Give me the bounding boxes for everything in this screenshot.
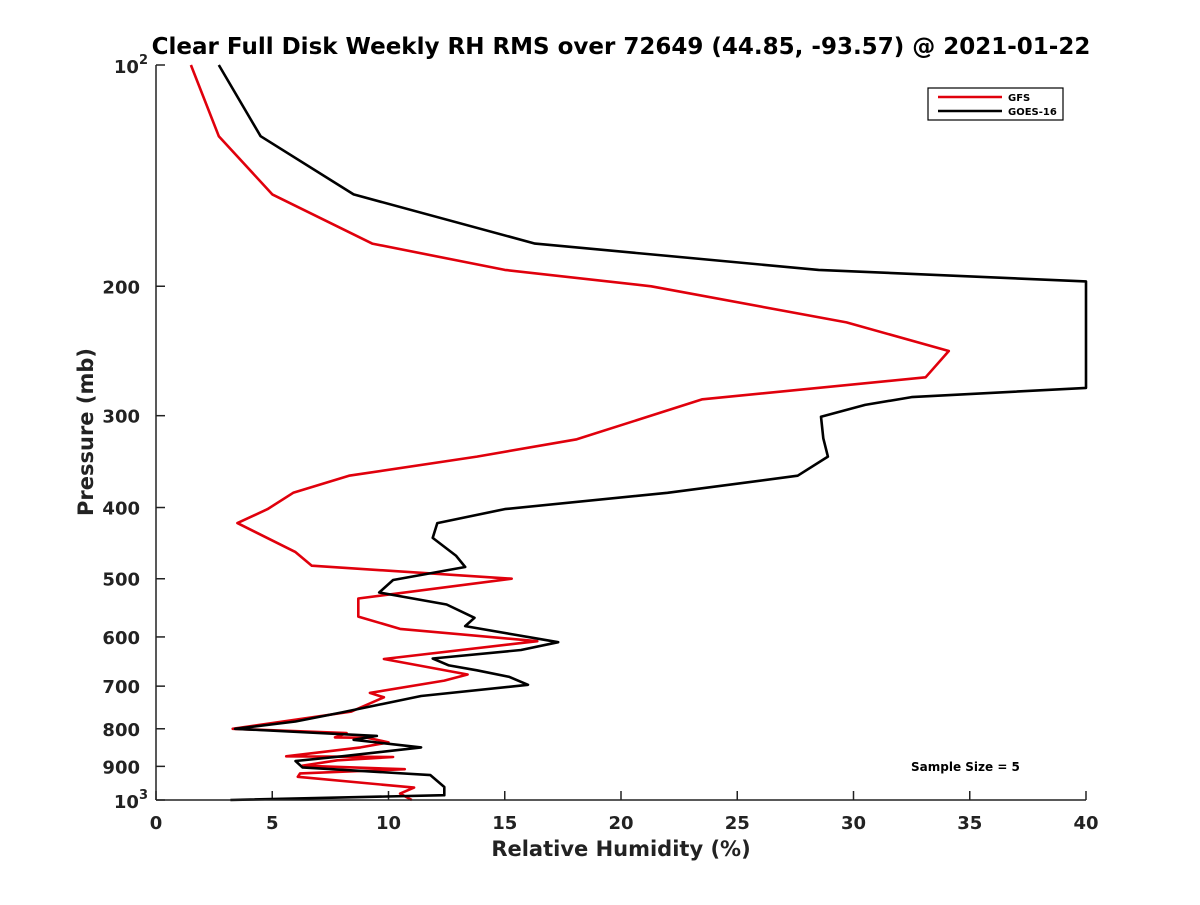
plot-area: [156, 65, 1086, 800]
x-tick-label: 30: [841, 813, 866, 834]
x-tick-label: 25: [725, 813, 750, 834]
x-tick-label: 35: [957, 813, 982, 834]
y-tick-label: 103: [114, 788, 148, 813]
x-tick-label: 10: [376, 813, 401, 834]
series-line-goes16: [217, 64, 1088, 802]
y-axis-label: Pressure (mb): [74, 348, 98, 516]
y-tick-label: 700: [102, 677, 140, 698]
x-tick-label: 40: [1073, 813, 1098, 834]
y-tick-label: 300: [102, 407, 140, 428]
y-tick-label: 600: [102, 628, 140, 649]
x-tick-label: 15: [492, 813, 517, 834]
x-tick-label: 5: [266, 813, 279, 834]
legend-label-goes16: GOES-16: [1008, 107, 1057, 118]
y-tick-label: 400: [102, 499, 140, 520]
y-tick-label-exponent: 2: [139, 53, 148, 68]
y-tick-label-base: 10: [114, 57, 139, 78]
x-tick-label: 20: [608, 813, 633, 834]
legend-label-gfs: GFS: [1008, 93, 1030, 104]
legend-box: [927, 87, 1064, 121]
y-tick-label: 102: [114, 53, 148, 78]
y-tick-label-base: 10: [114, 792, 139, 813]
x-axis-label: Relative Humidity (%): [491, 837, 750, 861]
series-line-gfs: [189, 64, 951, 802]
y-tick-label-exponent: 3: [139, 788, 148, 803]
legend: GFS GOES-16: [927, 87, 1064, 121]
y-tick-label: 900: [102, 757, 140, 778]
y-tick-label: 500: [102, 570, 140, 591]
y-tick-label: 800: [102, 720, 140, 741]
sample-size-annotation: Sample Size = 5: [911, 760, 1020, 774]
x-tick-label: 0: [150, 813, 163, 834]
chart-title: Clear Full Disk Weekly RH RMS over 72649…: [152, 34, 1091, 60]
y-tick-label: 200: [102, 277, 140, 298]
